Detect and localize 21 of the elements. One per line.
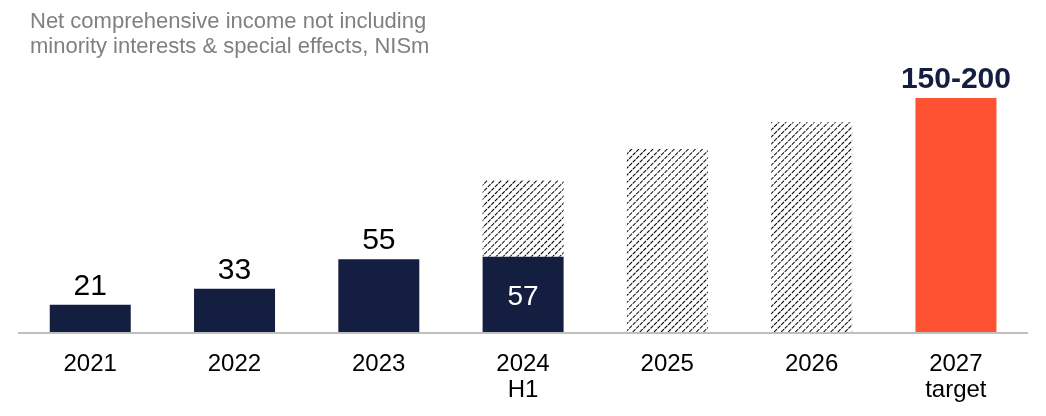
data-label: 57 [507,279,539,311]
bar [338,259,420,333]
x-tick-label: 2027 target [925,349,987,402]
bar [771,122,853,333]
chart-title: Net comprehensive income not including minority interests & special effects, NISm [30,8,431,58]
x-tick-label: 2026 [784,349,839,376]
bar [49,304,131,333]
bar [626,149,708,333]
bar [482,256,564,333]
bar [915,98,997,333]
data-label: 33 [217,251,252,285]
bar [194,288,276,333]
x-tick-label: 2024 H1 [496,349,550,402]
x-tick-label: 2021 [63,349,117,376]
x-tick-label: 2023 [352,349,406,376]
x-tick-label: 2022 [207,349,262,376]
data-label: 150-200 [900,61,1012,94]
bar [482,179,564,257]
data-label: 55 [362,222,396,256]
data-label: 21 [73,267,107,301]
x-tick-label: 2025 [640,349,694,376]
